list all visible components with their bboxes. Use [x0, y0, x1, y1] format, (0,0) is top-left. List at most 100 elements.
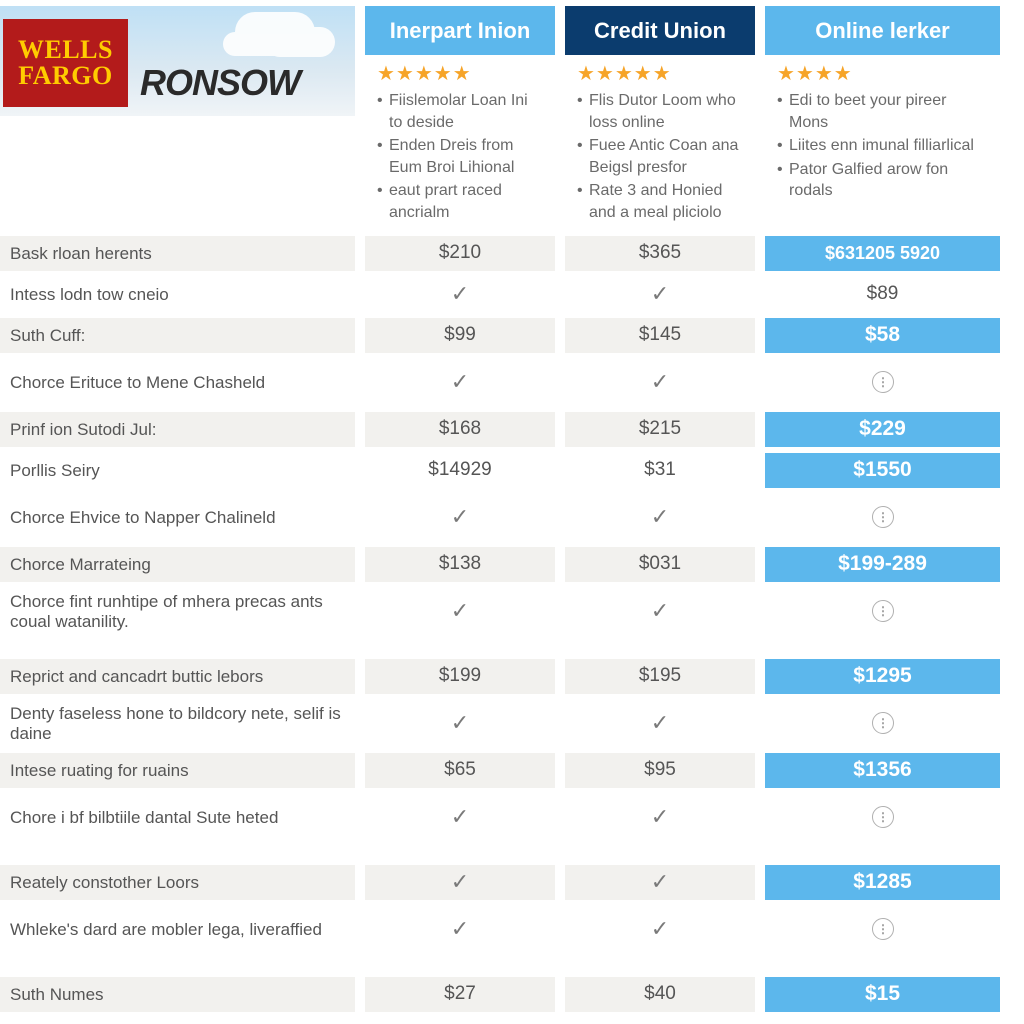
check-icon: ✓: [651, 804, 669, 830]
highlight-price-cell: $58: [765, 318, 1000, 353]
check-icon: ✓: [451, 804, 469, 830]
bullet-item: eaut prart raced ancrialm: [377, 180, 543, 223]
row-label: Intess lodn tow cneio: [0, 277, 355, 312]
check-cell: ✓: [565, 906, 755, 953]
row-label: Chorce fint runhtipe of mhera precas ant…: [0, 588, 355, 635]
check-cell: ✓: [365, 277, 555, 312]
info-icon[interactable]: ⋮: [872, 600, 894, 622]
highlight-price-cell: $1550: [765, 453, 1000, 488]
price-cell: $031: [565, 547, 755, 582]
row-label: Chorce Marrateing: [0, 547, 355, 582]
price-cell: $65: [365, 753, 555, 788]
price-cell: $210: [365, 236, 555, 271]
price-cell: $195: [565, 659, 755, 694]
bullet-item: Pator Galfied arow fon rodals: [777, 159, 988, 202]
check-icon: ✓: [451, 710, 469, 736]
info-icon[interactable]: ⋮: [872, 712, 894, 734]
price-cell: $138: [365, 547, 555, 582]
info-cell: ⋮: [765, 359, 1000, 406]
info-icon[interactable]: ⋮: [872, 506, 894, 528]
price-cell: $95: [565, 753, 755, 788]
row-label: Denty faseless hone to bildcory nete, se…: [0, 700, 355, 747]
check-icon: ✓: [651, 369, 669, 395]
check-icon: ✓: [451, 598, 469, 624]
check-cell: ✓: [565, 700, 755, 747]
check-cell: ✓: [365, 359, 555, 406]
price-cell: $27: [365, 977, 555, 1012]
column-header: Inerpart Inion: [365, 6, 555, 55]
price-cell: $168: [365, 412, 555, 447]
check-cell: ✓: [565, 359, 755, 406]
bullet-item: Rate 3 and Honied and a meal pliciolo: [577, 180, 743, 223]
check-cell: ✓: [565, 588, 755, 635]
feature-bullets: Flis Dutor Loom who loss onlineFuee Anti…: [565, 90, 755, 236]
price-cell: $99: [365, 318, 555, 353]
star-rating: ★★★★: [765, 55, 1000, 90]
comparison-table: WELLS FARGO RONSOW Bask rloan herentsInt…: [0, 0, 1024, 1018]
row-label: Intese ruating for ruains: [0, 753, 355, 788]
star-rating: ★★★★★: [565, 55, 755, 90]
highlight-price-cell: $1285: [765, 865, 1000, 900]
row-label: Suth Numes: [0, 977, 355, 1012]
price-cell: $365: [565, 236, 755, 271]
price-cell: $89: [765, 277, 1000, 312]
check-cell: ✓: [565, 277, 755, 312]
row-label: Suth Cuff:: [0, 318, 355, 353]
wells-fargo-logo: WELLS FARGO: [3, 19, 128, 107]
row-label: Reprict and cancadrt buttic lebors: [0, 659, 355, 694]
check-cell: ✓: [365, 700, 555, 747]
price-cell: $31: [565, 453, 755, 488]
bullet-item: Enden Dreis from Eum Broi Lihional: [377, 135, 543, 178]
highlight-price-cell: $199-289: [765, 547, 1000, 582]
star-rating: ★★★★★: [365, 55, 555, 90]
price-cell: $14929: [365, 453, 555, 488]
highlight-price-cell: $15: [765, 977, 1000, 1012]
info-icon[interactable]: ⋮: [872, 918, 894, 940]
info-cell: ⋮: [765, 794, 1000, 841]
check-icon: ✓: [451, 369, 469, 395]
bullet-item: Fiislemolar Loan Ini to deside: [377, 90, 543, 133]
check-cell: ✓: [365, 794, 555, 841]
bullet-item: Edi to beet your pireer Mons: [777, 90, 988, 133]
check-cell: ✓: [365, 865, 555, 900]
row-label: Chore i bf bilbtiile dantal Sute heted: [0, 794, 355, 841]
price-cell: $199: [365, 659, 555, 694]
check-icon: ✓: [651, 598, 669, 624]
cloud-decoration: [235, 12, 315, 52]
check-icon: ✓: [651, 710, 669, 736]
info-icon[interactable]: ⋮: [872, 806, 894, 828]
row-label: Reately constother Loors: [0, 865, 355, 900]
check-cell: ✓: [365, 906, 555, 953]
row-label: Whleke's dard are mobler lega, liveraffi…: [0, 906, 355, 953]
check-cell: ✓: [365, 588, 555, 635]
check-icon: ✓: [651, 504, 669, 530]
info-icon[interactable]: ⋮: [872, 371, 894, 393]
column-header: Online lerker: [765, 6, 1000, 55]
feature-bullets: Edi to beet your pireer MonsLiites enn i…: [765, 90, 1000, 214]
info-cell: ⋮: [765, 588, 1000, 635]
info-cell: ⋮: [765, 700, 1000, 747]
price-cell: $145: [565, 318, 755, 353]
feature-bullets: Fiislemolar Loan Ini to desideEnden Drei…: [365, 90, 555, 236]
row-label: Chorce Ehvice to Napper Chalineld: [0, 494, 355, 541]
bullet-item: Fuee Antic Coan ana Beigsl presfor: [577, 135, 743, 178]
check-cell: ✓: [365, 494, 555, 541]
check-icon: ✓: [451, 281, 469, 307]
check-icon: ✓: [651, 916, 669, 942]
brand-subtitle: RONSOW: [140, 62, 300, 104]
check-cell: ✓: [565, 865, 755, 900]
info-cell: ⋮: [765, 906, 1000, 953]
wf-line1: WELLS: [18, 37, 113, 63]
check-icon: ✓: [451, 869, 469, 895]
bullet-item: Flis Dutor Loom who loss online: [577, 90, 743, 133]
label-column: WELLS FARGO RONSOW Bask rloan herentsInt…: [0, 6, 355, 1018]
brand-header: WELLS FARGO RONSOW: [0, 6, 355, 116]
price-cell: $215: [565, 412, 755, 447]
lender-column-2: Credit Union★★★★★Flis Dutor Loom who los…: [565, 6, 755, 1018]
wf-line2: FARGO: [18, 63, 112, 89]
check-icon: ✓: [451, 916, 469, 942]
check-cell: ✓: [565, 794, 755, 841]
check-cell: ✓: [565, 494, 755, 541]
check-icon: ✓: [451, 504, 469, 530]
row-label: Prinf ion Sutodi Jul:: [0, 412, 355, 447]
